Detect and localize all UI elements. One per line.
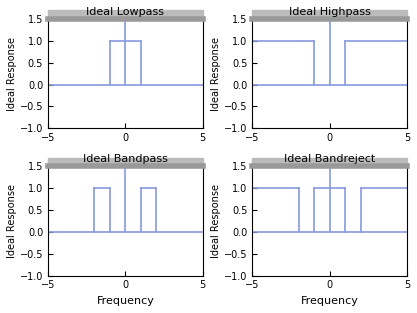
Bar <box>48 10 203 19</box>
Bar <box>252 158 407 167</box>
Title: Ideal Lowpass: Ideal Lowpass <box>86 7 164 17</box>
Title: Ideal Bandreject: Ideal Bandreject <box>284 154 375 164</box>
Y-axis label: Ideal Response: Ideal Response <box>7 37 17 111</box>
Title: Ideal Highpass: Ideal Highpass <box>289 7 371 17</box>
Y-axis label: Ideal Response: Ideal Response <box>211 184 221 258</box>
X-axis label: Frequency: Frequency <box>96 296 154 306</box>
Bar <box>48 158 203 167</box>
Y-axis label: Ideal Response: Ideal Response <box>7 184 17 258</box>
Y-axis label: Ideal Response: Ideal Response <box>211 37 221 111</box>
Title: Ideal Bandpass: Ideal Bandpass <box>83 154 168 164</box>
X-axis label: Frequency: Frequency <box>301 296 359 306</box>
Bar <box>252 10 407 19</box>
